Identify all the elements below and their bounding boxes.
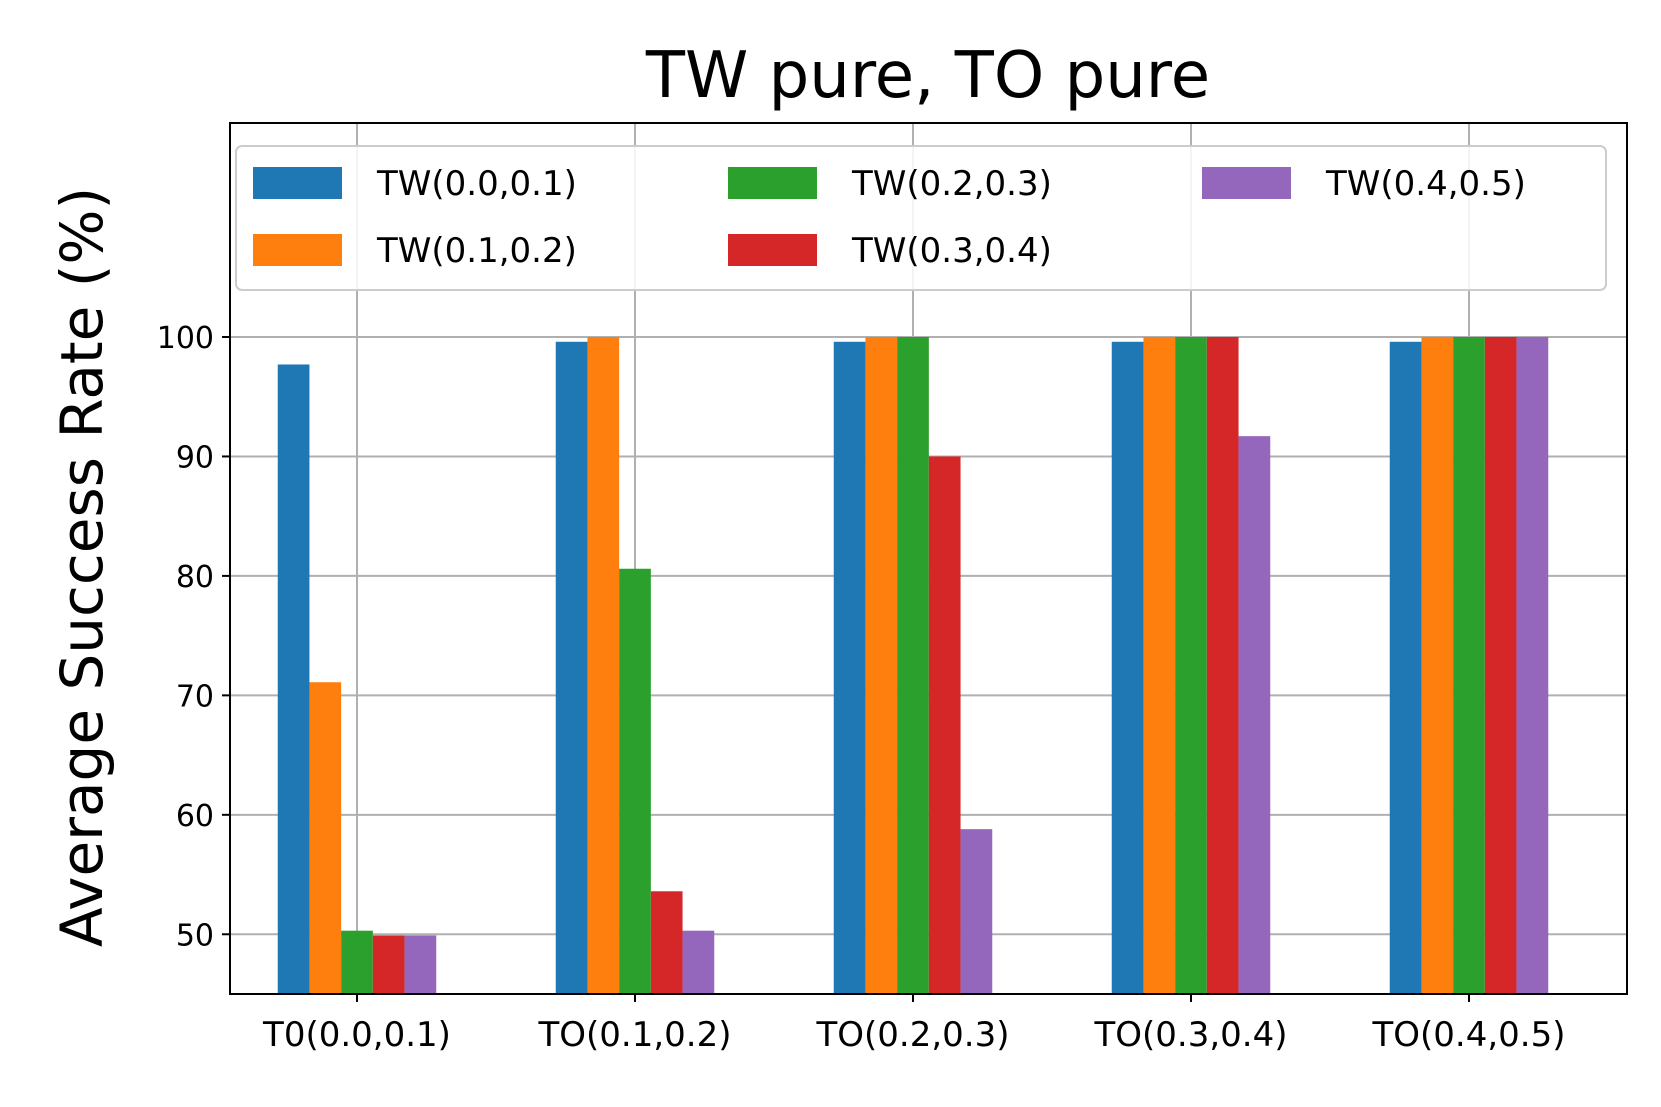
legend-label: TW(0.1,0.2): [376, 231, 577, 271]
y-tick-label: 90: [176, 440, 214, 475]
x-tick-label: TO(0.1,0.2): [537, 1015, 731, 1055]
x-tick-label: TO(0.2,0.3): [815, 1015, 1009, 1055]
bar: [650, 891, 683, 994]
plot-frame: [229, 122, 1628, 995]
legend-label: TW(0.4,0.5): [1325, 164, 1526, 204]
bar: [833, 341, 866, 994]
y-axis-label: Average Success Rate (%): [48, 187, 116, 947]
legend-swatch: [728, 234, 817, 266]
axes: [222, 122, 1628, 1002]
bar: [372, 935, 405, 994]
bar: [587, 337, 620, 994]
x-tick-label: TO(0.3,0.4): [1093, 1015, 1287, 1055]
bar: [928, 456, 961, 994]
bar: [1516, 337, 1549, 994]
bar: [404, 935, 437, 994]
legend-label: TW(0.3,0.4): [851, 231, 1052, 271]
bars: [277, 337, 1549, 994]
bar: [1484, 337, 1517, 994]
legend-swatch: [253, 167, 342, 199]
x-tick-label: TO(0.4,0.5): [1371, 1015, 1565, 1055]
legend-label: TW(0.0,0.1): [376, 164, 577, 204]
bar: [1421, 337, 1454, 994]
x-tick-label: T0(0.0,0.1): [262, 1015, 451, 1055]
bar: [1238, 436, 1271, 994]
bar: [277, 364, 310, 994]
bar: [555, 341, 588, 994]
bar: [1175, 337, 1207, 994]
bar: [960, 829, 993, 994]
y-tick-label: 50: [176, 918, 214, 953]
y-tick-label: 80: [176, 560, 214, 595]
bar: [619, 568, 651, 994]
y-tick-label: 70: [176, 679, 214, 714]
bar: [1206, 337, 1239, 994]
y-tick-label: 100: [157, 321, 214, 356]
legend-swatch: [253, 234, 342, 266]
tick-labels: 50 60 70 80 90 100 T0(0.0,0.1) TO(0.1,0.2) TO(0.…: [157, 321, 1566, 1055]
legend-swatch: [1202, 167, 1291, 199]
bar: [1111, 341, 1144, 994]
bar: [1143, 337, 1176, 994]
legend-swatch: [728, 167, 817, 199]
bar: [897, 337, 929, 994]
chart-title: TW pure, TO pure: [645, 39, 1210, 113]
bar: [309, 682, 342, 994]
legend: TW(0.0,0.1) TW(0.1,0.2) TW(0.2,0.3) TW(0.3,…: [235, 145, 1607, 291]
bar: [682, 930, 715, 994]
y-tick-label: 60: [176, 799, 214, 834]
legend-label: TW(0.2,0.3): [851, 164, 1052, 204]
bar: [865, 337, 898, 994]
bar: [1453, 337, 1485, 994]
bar: [1389, 341, 1422, 994]
bar: [341, 930, 373, 994]
